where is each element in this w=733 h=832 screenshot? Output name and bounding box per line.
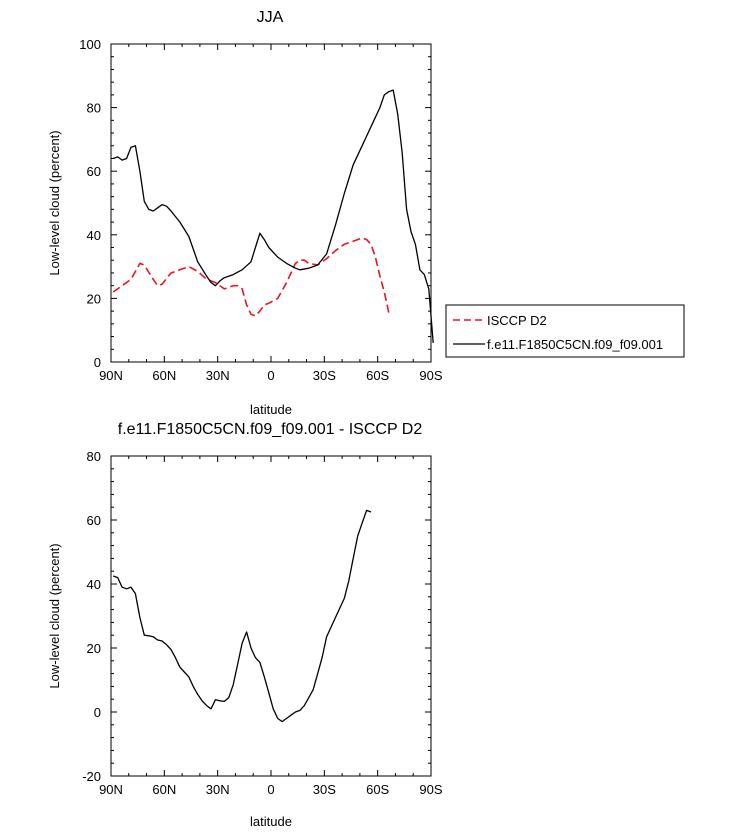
bottom-y-tick-label: -20 bbox=[82, 769, 101, 784]
top-x-tick-label: 60S bbox=[366, 368, 389, 383]
top-series-line-0 bbox=[112, 237, 390, 317]
bottom-x-tick-label: 60S bbox=[366, 782, 389, 797]
top-y-axis-label: Low-level cloud (percent) bbox=[47, 130, 62, 275]
bottom-chart-title: f.e11.F1850C5CN.f09_f09.001 - ISCCP D2 bbox=[118, 421, 423, 438]
bottom-y-tick-label: 0 bbox=[94, 705, 101, 720]
legend-label-model: f.e11.F1850C5CN.f09_f09.001 bbox=[487, 337, 663, 352]
top-y-tick-label: 20 bbox=[87, 291, 101, 306]
bottom-x-tick-label: 0 bbox=[267, 782, 274, 797]
bottom-plot-frame bbox=[110, 455, 432, 777]
top-x-tick-label: 90N bbox=[99, 368, 123, 383]
bottom-y-axis-label: Low-level cloud (percent) bbox=[47, 543, 62, 688]
top-panel: JJA 90N 60N 30N 0 30S 60S 90S 0 20 40 60 80 100 lati… bbox=[47, 9, 443, 417]
top-y-tick-label: 60 bbox=[87, 164, 101, 179]
bottom-y-tick-label: 60 bbox=[87, 513, 101, 528]
bottom-x-tick-label: 90N bbox=[99, 782, 123, 797]
top-x-axis-label: latitude bbox=[250, 402, 292, 417]
top-y-tick-label: 100 bbox=[79, 37, 101, 52]
bottom-x-tick-label: 30S bbox=[313, 782, 336, 797]
bottom-x-tick-label: 90S bbox=[419, 782, 442, 797]
top-x-tick-label: 30N bbox=[206, 368, 230, 383]
bottom-x-tick-label: 30N bbox=[206, 782, 230, 797]
top-x-tick-label: 60N bbox=[152, 368, 176, 383]
bottom-x-axis-label: latitude bbox=[250, 814, 292, 829]
top-y-tick-label: 0 bbox=[94, 355, 101, 370]
top-x-tick-label: 30S bbox=[313, 368, 336, 383]
top-chart-title: JJA bbox=[257, 9, 284, 26]
bottom-y-tick-label: 20 bbox=[87, 641, 101, 656]
legend-box bbox=[445, 304, 685, 358]
bottom-y-tick-label: 80 bbox=[87, 449, 101, 464]
top-y-tick-label: 40 bbox=[87, 228, 101, 243]
top-x-tick-label: 90S bbox=[419, 368, 442, 383]
bottom-y-tick-label: 40 bbox=[87, 577, 101, 592]
bottom-x-tick-label: 60N bbox=[152, 782, 176, 797]
legend: ISCCP D2 f.e11.F1850C5CN.f09_f09.001 bbox=[445, 304, 685, 358]
top-plot-frame bbox=[110, 43, 432, 363]
bottom-panel: f.e11.F1850C5CN.f09_f09.001 - ISCCP D2 9… bbox=[47, 421, 443, 829]
top-x-tick-label: 0 bbox=[267, 368, 274, 383]
top-y-tick-label: 80 bbox=[87, 101, 101, 116]
top-series-line-1 bbox=[112, 89, 434, 343]
bottom-series-line-0 bbox=[112, 509, 372, 723]
legend-label-isccp: ISCCP D2 bbox=[487, 313, 547, 328]
